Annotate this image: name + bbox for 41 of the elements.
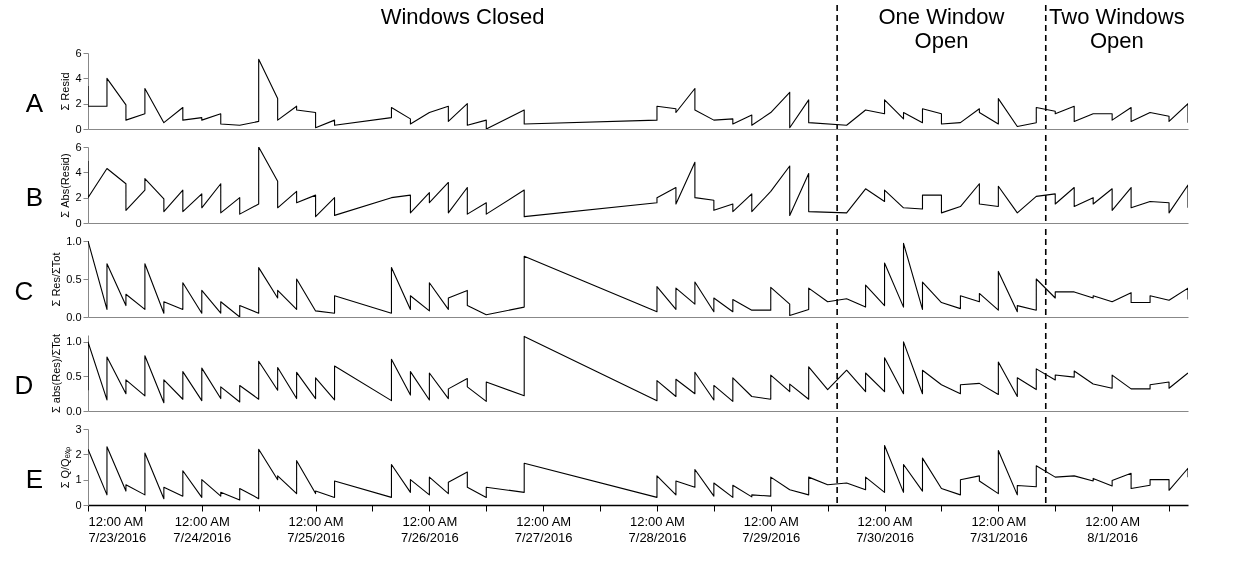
x-tick-label: 12:00 AM 7/25/2016 — [287, 513, 346, 545]
y-tick-label: 6 — [75, 140, 82, 153]
y-axis-title: Σ abs(Res)/ΣTot — [50, 333, 63, 414]
y-tick-label: 4 — [75, 165, 82, 178]
y-tick-label: 4 — [75, 71, 82, 84]
y-tick-label: 0 — [75, 498, 82, 511]
y-tick-label: 2 — [75, 447, 82, 460]
x-tick-label: 12:00 AM 7/28/2016 — [628, 513, 687, 545]
x-tick-label: 12:00 AM 8/1/2016 — [1085, 513, 1141, 545]
y-tick-label: 2 — [75, 191, 82, 204]
x-tick-label: 12:00 AM 7/29/2016 — [742, 513, 801, 545]
text: A — [25, 88, 44, 118]
text: Windows Closed — [380, 4, 545, 29]
y-tick-label: 6 — [75, 46, 82, 59]
y-tick-label: 0.0 — [66, 404, 82, 417]
x-tick-label: 12:00 AM 7/26/2016 — [400, 513, 459, 545]
text: B — [25, 182, 44, 212]
text: Two Windows Open — [1049, 4, 1185, 53]
x-tick-label: 12:00 AM 7/24/2016 — [173, 513, 232, 545]
x-tick-label: 12:00 AM 7/31/2016 — [969, 513, 1028, 545]
y-axis-title: Σ Q/Qₑₓₚ — [59, 446, 73, 489]
y-tick-label: 3 — [75, 422, 82, 435]
text: One Window Open — [878, 4, 1005, 53]
x-tick-label: 12:00 AM 7/23/2016 — [88, 513, 147, 545]
y-axis-title: Σ Abs(Resid) — [59, 153, 72, 218]
x-tick-label: 12:00 AM 7/30/2016 — [856, 513, 914, 545]
y-tick-label: 1.0 — [66, 234, 82, 247]
x-tick-label: 12:00 AM 7/27/2016 — [514, 513, 573, 545]
y-tick-label: 2 — [75, 97, 82, 110]
text: E — [25, 464, 44, 494]
y-axis-title: Σ Resid — [59, 72, 72, 111]
y-tick-label: 0 — [75, 122, 82, 135]
text: D — [14, 370, 34, 400]
y-tick-label: 1 — [75, 473, 82, 486]
y-tick-label: 0.0 — [66, 310, 82, 323]
y-tick-label: 1.0 — [66, 335, 82, 348]
y-axis-title: Σ Res/ΣTot — [50, 252, 63, 307]
y-tick-label: 0.5 — [66, 369, 82, 382]
y-tick-label: 0.5 — [66, 272, 82, 285]
text: C — [14, 276, 34, 306]
y-tick-label: 0 — [75, 216, 82, 229]
